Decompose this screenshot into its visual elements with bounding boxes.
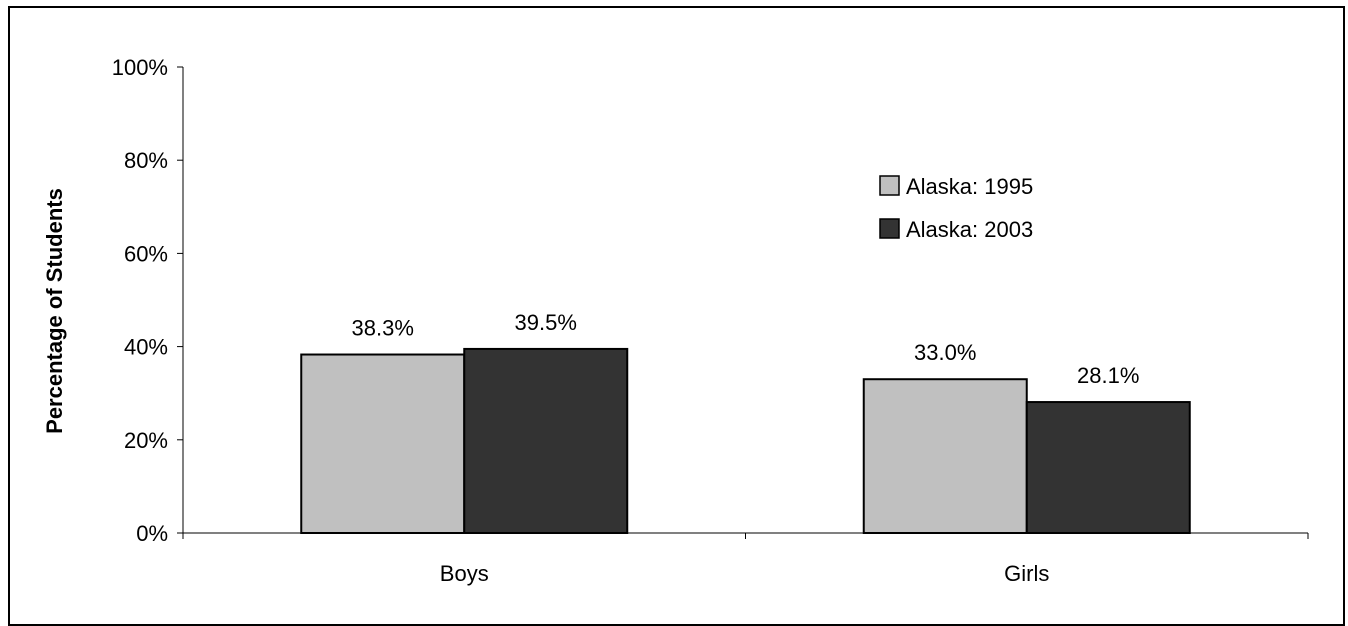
- y-axis-label: Percentage of Students: [42, 188, 67, 434]
- x-tick-label: Boys: [440, 561, 489, 586]
- data-label: 33.0%: [914, 340, 976, 365]
- bar: [463, 347, 629, 534]
- chart-frame: Percentage of Students 0% 20% 40% 60% 80% 100…: [8, 6, 1345, 626]
- legend: Alaska: 1995 Alaska: 2003: [879, 174, 1033, 242]
- bar: [300, 353, 466, 534]
- bar-series: [300, 347, 1191, 534]
- legend-swatch: [879, 175, 900, 196]
- data-label: 39.5%: [515, 310, 577, 335]
- bar-chart: Percentage of Students 0% 20% 40% 60% 80% 100…: [42, 55, 1309, 586]
- data-labels: 38.3% 39.5% 33.0% 28.1%: [352, 310, 1140, 388]
- y-axis: 0% 20% 40% 60% 80% 100%: [112, 55, 184, 546]
- y-tick-label: 0%: [136, 521, 168, 546]
- y-tick-label: 40%: [124, 335, 168, 360]
- legend-label: Alaska: 2003: [906, 217, 1033, 242]
- y-tick-label: 100%: [112, 55, 168, 80]
- y-tick-label: 20%: [124, 428, 168, 453]
- data-label: 38.3%: [352, 316, 414, 341]
- bar: [1025, 401, 1191, 534]
- data-label: 28.1%: [1077, 363, 1139, 388]
- bar: [862, 378, 1028, 534]
- y-tick-label: 60%: [124, 241, 168, 266]
- y-tick-label: 80%: [124, 148, 168, 173]
- legend-swatch: [879, 218, 900, 239]
- x-axis: Boys Girls: [182, 532, 1309, 586]
- x-tick-label: Girls: [1004, 561, 1049, 586]
- legend-label: Alaska: 1995: [906, 174, 1033, 199]
